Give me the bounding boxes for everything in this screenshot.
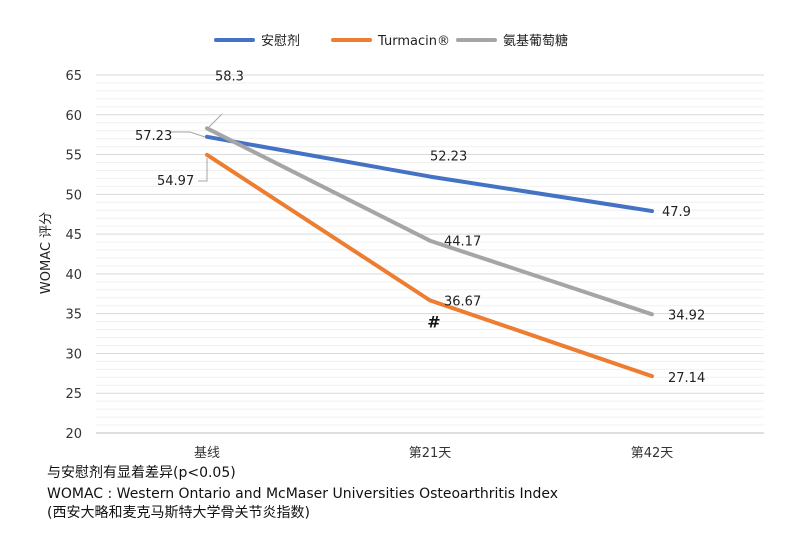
y-axis-title: WOMAC 评分: [39, 212, 54, 294]
series-line-1: [205, 134, 654, 214]
y-tick-label: 50: [65, 188, 82, 203]
y-tick-label: 35: [65, 308, 82, 323]
y-tick-label: 65: [65, 69, 82, 84]
callout-turmacin-baseline: [198, 158, 208, 182]
callout-placebo-baseline: [171, 131, 206, 138]
legend: 安慰剂 Turmacin® 氨基葡萄糖: [214, 33, 568, 49]
data-label: 57.23: [135, 129, 172, 144]
y-tick-label: 40: [65, 268, 82, 283]
grid-lines: [96, 74, 764, 426]
significance-marker: #: [427, 312, 440, 331]
y-tick-label: 60: [65, 109, 82, 124]
legend-label: 氨基葡萄糖: [503, 33, 568, 49]
data-label: 58.3: [215, 69, 244, 84]
footnote-significance: 与安慰剂有显着差异(p<0.05): [47, 465, 236, 481]
data-label: 36.67: [444, 294, 481, 309]
x-tick-labels: 基线 第21天 第42天: [194, 446, 673, 461]
y-tick-label: 20: [65, 427, 82, 442]
y-tick-label: 25: [65, 387, 82, 402]
series-lines: [205, 126, 654, 379]
x-tick-label: 基线: [194, 446, 220, 461]
y-tick-label: 45: [65, 228, 82, 243]
legend-label: Turmacin®: [377, 34, 450, 49]
callout-glucosamine-baseline: [206, 113, 223, 130]
data-label: 52.23: [430, 150, 467, 165]
data-label: 54.97: [157, 174, 194, 189]
footnote-womac-chinese: (西安大略和麦克马斯特大学骨关节炎指数): [47, 505, 310, 521]
data-label: 44.17: [444, 235, 481, 250]
data-label: 34.92: [668, 308, 705, 323]
y-tick-label: 30: [65, 347, 82, 362]
x-tick-label: 第21天: [409, 446, 452, 461]
y-tick-label: 55: [65, 149, 82, 164]
series-line-3: [205, 126, 654, 317]
series-line-2: [205, 152, 654, 379]
data-label: 27.14: [668, 371, 705, 386]
x-tick-label: 第42天: [631, 446, 674, 461]
data-label: 47.9: [662, 205, 691, 220]
footnote-womac-definition: WOMAC : Western Ontario and McMaser Univ…: [47, 486, 559, 502]
legend-label: 安慰剂: [261, 34, 300, 49]
y-tick-labels: 20 25 30 35 40 45 50 55 60 65: [65, 69, 82, 442]
label-callouts: [171, 113, 223, 182]
data-labels: 57.23 52.23 47.9 54.97 36.67 27.14 58.3 44.17 34…: [135, 69, 705, 386]
